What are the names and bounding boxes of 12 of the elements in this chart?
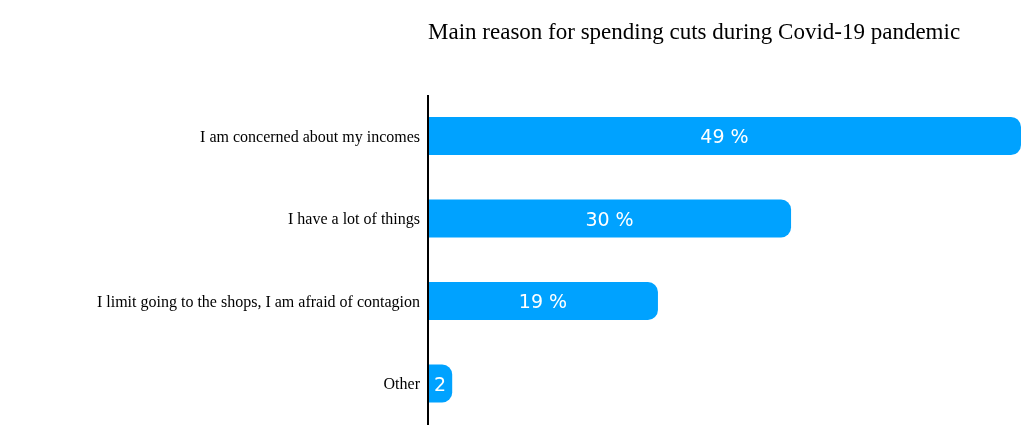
bar [428, 199, 792, 238]
data-label: 49 % [700, 125, 749, 147]
y-tick-label: I limit going to the shops, I am afraid of contagion [96, 292, 420, 311]
y-tick-label: Other [383, 375, 421, 393]
bar [428, 282, 658, 320]
y-tick-label: I have a lot of things [288, 210, 420, 229]
y-tick-label: I am concerned about my incomes [200, 127, 420, 146]
data-label: 30 % [585, 207, 634, 230]
bar [428, 117, 1021, 155]
data-label: 2 [434, 372, 447, 395]
data-label: 19 % [518, 290, 568, 312]
chart-title: Main reason for spending cuts during Covid-19 pandemic [428, 18, 962, 46]
